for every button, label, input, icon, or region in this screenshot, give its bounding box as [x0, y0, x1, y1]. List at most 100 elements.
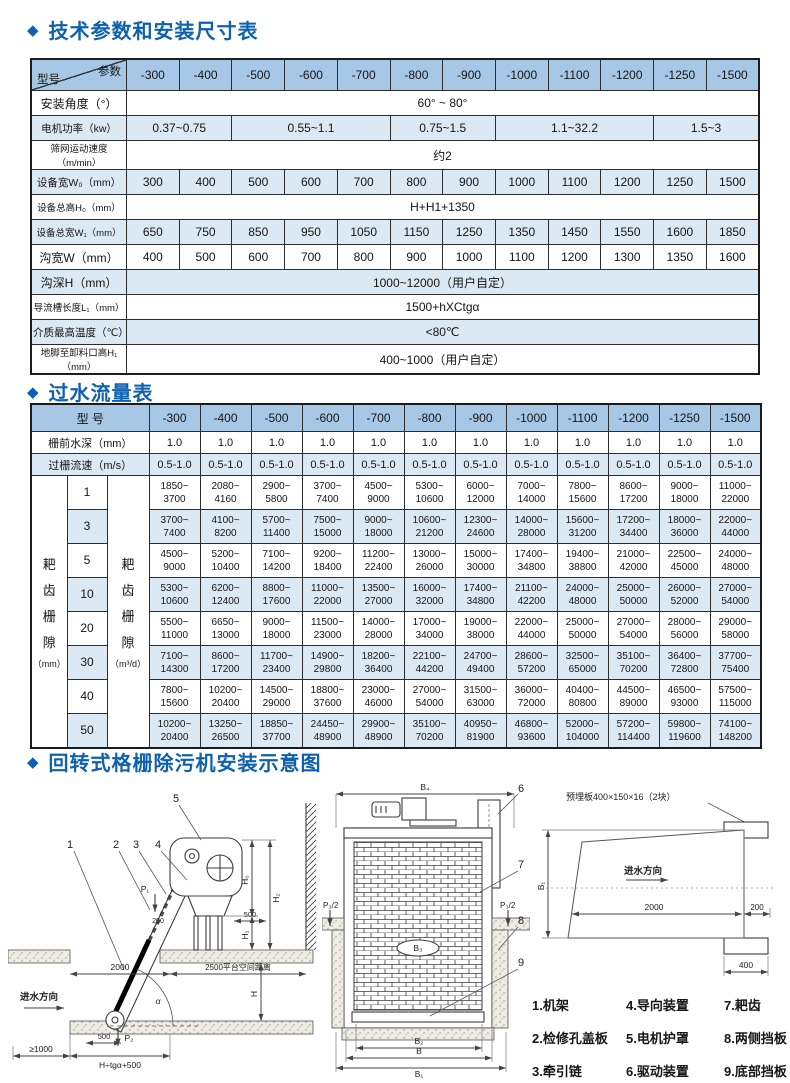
- flow-value-cell: 1850~ 3700: [148, 475, 201, 510]
- force-p2-label: P₂: [125, 1033, 134, 1043]
- flow-info-cell: 0.5-1.0: [505, 453, 558, 476]
- param-value-cell: 1.5~3: [653, 115, 760, 141]
- legend-item: 5.电机护罩: [626, 1031, 689, 1046]
- flow-value-cell: 57200~ 114400: [607, 713, 660, 749]
- flow-value-cell: 7800~ 15600: [148, 679, 201, 714]
- dim-b1: B₁: [536, 882, 546, 891]
- flow-value-cell: 6650~ 13000: [199, 611, 252, 646]
- flow-value-cell: 18200~ 36400: [352, 645, 405, 680]
- plan-view-diagram: 预埋板400×150×16（2块） 进水方向 B₁ 2000 200 400: [536, 791, 776, 976]
- section-title-params: ◆ 技术参数和安装尺寸表: [27, 15, 259, 44]
- flow-value-cell: 11500~ 23000: [301, 611, 354, 646]
- flow-value-cell: 19000~ 38000: [454, 611, 507, 646]
- model-header-cell: -900: [442, 58, 496, 91]
- param-value-cell: 650: [126, 219, 180, 245]
- param-value-cell: 300: [126, 169, 180, 195]
- legend-item: 2.检修孔盖板: [532, 1031, 608, 1046]
- dim-200: 200: [152, 918, 164, 925]
- param-value-cell: 800: [389, 169, 444, 195]
- flow-value-cell: 7000~ 14000: [505, 475, 558, 510]
- vertical-label-chars: 耙齿栅隙: [121, 557, 135, 651]
- flow-value-cell: 11700~ 23400: [250, 645, 303, 680]
- model-header-cell: -900: [454, 403, 507, 432]
- flow-info-cell: 1.0: [403, 431, 456, 454]
- param-value-cell: 1100: [547, 169, 602, 195]
- model-header-cell: -400: [199, 403, 252, 432]
- row-label: 安装角度（°）: [30, 90, 127, 116]
- flow-value-cell: 27000~ 54000: [607, 611, 660, 646]
- flow-value-cell: 52000~ 104000: [556, 713, 609, 749]
- dim-2000: 2000: [645, 902, 664, 912]
- part-label: 8: [518, 915, 524, 927]
- pit-wall-left: [331, 929, 345, 1029]
- dim-h2: H₂: [271, 893, 281, 902]
- head-housing: [169, 837, 243, 897]
- flow-value-cell: 17200~ 34400: [607, 509, 660, 544]
- flow-value-cell: 74100~ 148200: [709, 713, 762, 749]
- flow-value-cell: 9000~ 18000: [352, 509, 405, 544]
- model-header-cell: -800: [403, 403, 456, 432]
- flow-value-cell: 17000~ 34000: [403, 611, 456, 646]
- param-value-cell: <80℃: [126, 319, 760, 345]
- flow-value-cell: 24000~ 48000: [709, 543, 762, 578]
- part-label: 3: [133, 839, 139, 851]
- section-title-params-text: 技术参数和安装尺寸表: [48, 21, 259, 43]
- params-row: 沟深H（mm） 1000~12000（用户自定）: [30, 269, 760, 295]
- model-header-cell: -1200: [600, 58, 655, 91]
- model-header-cell: -1100: [556, 403, 609, 432]
- installation-diagrams: 1 2 3 4 5 P₁ 200 P₂ α 进水方向 2000: [0, 770, 790, 1083]
- force-p3-right: P₃/2: [500, 901, 516, 910]
- chain-dark-segment: [107, 938, 152, 1026]
- flow-value-cell: 28000~ 56000: [658, 611, 711, 646]
- flow-value-cell: 23000~ 46000: [352, 679, 405, 714]
- foot-wheel: [105, 1010, 125, 1030]
- flow-value-cell: 5700~ 11400: [250, 509, 303, 544]
- flow-value-cell: 57500~ 115000: [709, 679, 762, 714]
- channel-floor-slab: [69, 1020, 314, 1035]
- flow-value-cell: 36000~ 72000: [505, 679, 558, 714]
- gap-value-cell: 50: [66, 713, 108, 749]
- flow-value-cell: 24450~ 48900: [301, 713, 354, 749]
- flow-value-cell: 17400~ 34800: [454, 577, 507, 612]
- pit-floor: [341, 1027, 495, 1041]
- flow-info-cell: 0.5-1.0: [403, 453, 456, 476]
- flow-value-cell: 27000~ 54000: [403, 679, 456, 714]
- model-header-cell: -500: [231, 58, 286, 91]
- model-header-cell: -800: [389, 58, 444, 91]
- param-value-cell: 1600: [705, 244, 760, 270]
- flow-value-cell: 28600~ 57200: [505, 645, 558, 680]
- param-value-cell: 1450: [547, 219, 602, 245]
- flow-value-cell: 46800~ 93600: [505, 713, 558, 749]
- params-row: 地脚至卸料口高H₁（mm） 400~1000（用户自定）: [30, 344, 760, 375]
- flow-value-cell: 40400~ 80800: [556, 679, 609, 714]
- gearbox: [401, 797, 427, 821]
- flow-value-cell: 13000~ 26000: [403, 543, 456, 578]
- flow-info-cell: 1.0: [709, 431, 762, 454]
- section-title-flow-text: 过水流量表: [48, 383, 154, 405]
- legend-item: 7.耙齿: [724, 998, 761, 1013]
- param-value-cell: 1300: [600, 244, 655, 270]
- row-label: 沟深H（mm）: [30, 269, 127, 295]
- param-value-cell: 900: [389, 244, 444, 270]
- flow-value-cell: 24000~ 48000: [556, 577, 609, 612]
- support-leg: [217, 915, 223, 951]
- dim-500-chute: 500: [244, 910, 257, 919]
- params-header-row: 参数 型号 -300 -400 -500 -600 -700 -800 -900 -1000 -11…: [30, 58, 760, 91]
- flow-data-row: 20 5500~ 11000 6650~ 13000 9000~ 18000 11500~ 23…: [31, 611, 762, 646]
- params-row: 设备宽W₀（mm） 300 400 500 600 700 800 900 1000 1100 12…: [30, 169, 760, 195]
- flow-value-cell: 25000~ 50000: [607, 577, 660, 612]
- flow-value-cell: 5300~ 10600: [148, 577, 201, 612]
- flow-value-cell: 21000~ 42000: [607, 543, 660, 578]
- flow-info-cell: 0.5-1.0: [250, 453, 303, 476]
- flow-info-cell: 0.5-1.0: [607, 453, 660, 476]
- flow-value-cell: 7100~ 14200: [250, 543, 303, 578]
- param-value-cell: 600: [284, 169, 338, 195]
- flow-value-cell: 10600~ 21200: [403, 509, 456, 544]
- rake-gap-mm-label: 耙齿栅隙 （mm）: [30, 475, 68, 749]
- gap-value-cell: 10: [66, 577, 108, 612]
- model-header-cell: -1200: [607, 403, 660, 432]
- flow-value-cell: 8600~ 17200: [607, 475, 660, 510]
- flow-value-cell: 22000~ 44000: [505, 611, 558, 646]
- flow-value-cell: 5200~ 10400: [199, 543, 252, 578]
- param-value-cell: 60° ~ 80°: [126, 90, 760, 116]
